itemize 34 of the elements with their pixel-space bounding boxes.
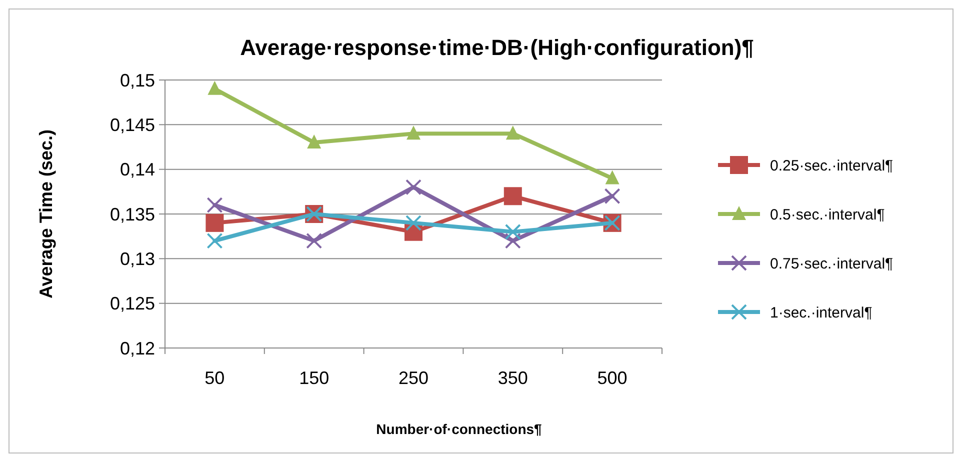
legend-label: 0.25·sec.·interval¶	[770, 157, 894, 174]
chart-title: Average·response·time·DB·(High·configuration)¶	[240, 35, 754, 60]
y-tick-label: 0,125	[110, 294, 155, 314]
point	[604, 188, 620, 204]
point	[504, 224, 521, 240]
legend-label: 0.75·sec.·interval¶	[770, 255, 894, 272]
point	[406, 214, 422, 231]
point	[504, 232, 521, 249]
point	[605, 170, 620, 184]
y-tick-label: 0,135	[110, 204, 155, 224]
point	[206, 232, 223, 249]
point	[307, 134, 322, 149]
point	[306, 232, 322, 249]
point	[206, 197, 223, 214]
legend-label: 0.5·sec.·interval¶	[770, 206, 885, 224]
point	[504, 187, 522, 206]
x-tick-label: 500	[597, 368, 628, 388]
y-tick-label: 0,14	[120, 160, 155, 180]
x-axis-title: Number·of·connections¶	[376, 421, 542, 437]
x-tick-label: 250	[398, 368, 429, 388]
y-tick-label: 0,13	[120, 248, 155, 269]
y-tick-label: 0,12	[120, 338, 155, 358]
point	[406, 126, 420, 140]
x-tick-label: 350	[498, 368, 528, 388]
x-tick-label: 50	[204, 368, 225, 388]
y-tick-label: 0,145	[110, 114, 155, 135]
legend-label: 1·sec.·interval¶	[770, 304, 872, 322]
point	[206, 214, 224, 232]
y-axis-title: Average Time (sec.)	[36, 129, 56, 299]
point	[208, 80, 222, 95]
x-tick-label: 150	[299, 368, 330, 388]
point	[506, 126, 520, 140]
y-tick-label: 0,15	[120, 70, 155, 90]
point	[406, 179, 422, 196]
